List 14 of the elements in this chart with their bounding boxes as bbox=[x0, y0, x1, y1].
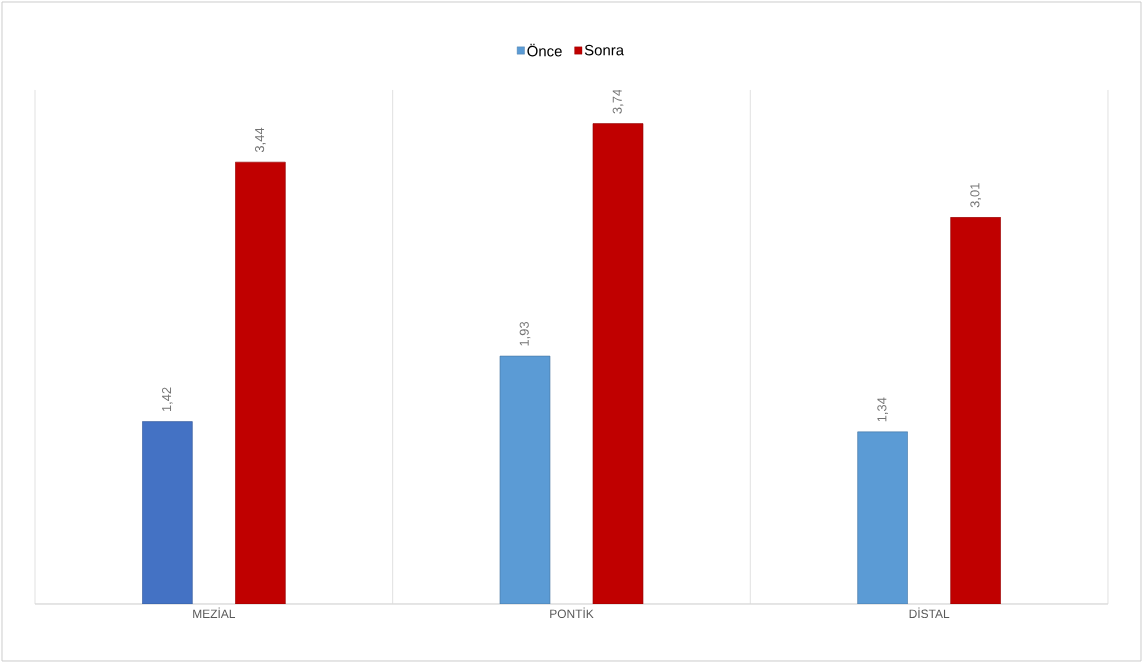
data-label: 1,93 bbox=[519, 321, 531, 346]
x-tick-label: MEZİAL bbox=[193, 607, 236, 618]
bar bbox=[142, 421, 193, 604]
data-label: 3,44 bbox=[254, 127, 266, 153]
x-tick-label: DİSTAL bbox=[909, 607, 950, 618]
legend-label: Sonra bbox=[584, 44, 625, 56]
data-label: 1,34 bbox=[877, 397, 888, 422]
x-tick-label: PONTİK bbox=[550, 607, 594, 618]
data-label: 3,74 bbox=[612, 89, 624, 114]
bar bbox=[950, 217, 1001, 604]
data-label: 3,01 bbox=[970, 183, 981, 208]
bar bbox=[857, 431, 908, 604]
data-label: 1,42 bbox=[161, 387, 173, 412]
legend-label: Önce bbox=[527, 43, 562, 57]
